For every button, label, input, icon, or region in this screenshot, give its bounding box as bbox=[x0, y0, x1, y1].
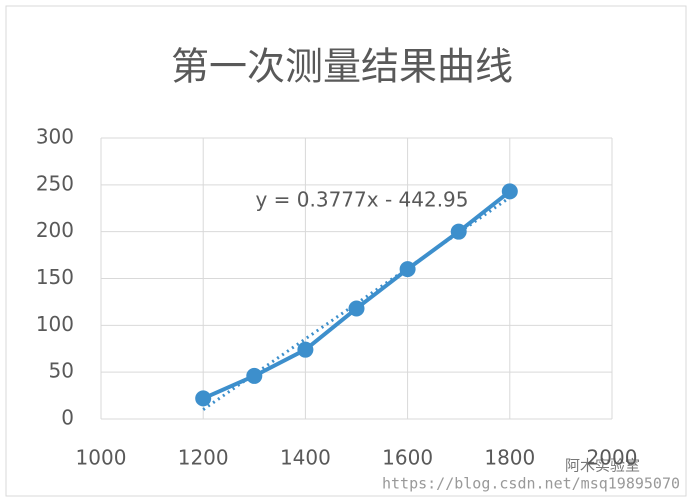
x-tick-label: 1400 bbox=[280, 446, 331, 470]
data-point bbox=[348, 300, 365, 317]
y-tick-label: 0 bbox=[61, 406, 74, 430]
chart-border bbox=[5, 5, 687, 497]
data-point bbox=[297, 341, 314, 358]
data-point bbox=[450, 223, 467, 240]
data-point bbox=[246, 367, 263, 384]
y-tick-label: 200 bbox=[36, 218, 74, 242]
x-tick-label: 1200 bbox=[178, 446, 229, 470]
data-point bbox=[501, 183, 518, 200]
y-tick-label: 250 bbox=[36, 171, 74, 195]
chart-title: 第一次测量结果曲线 bbox=[171, 45, 513, 89]
watermark-url: https://blog.csdn.net/msq19895070 bbox=[382, 475, 680, 493]
x-tick-label: 1600 bbox=[382, 446, 433, 470]
x-tick-label: 2000 bbox=[587, 446, 638, 470]
y-tick-label: 150 bbox=[36, 265, 74, 289]
y-tick-label: 50 bbox=[49, 359, 74, 383]
x-tick-label: 1000 bbox=[76, 446, 127, 470]
watermark-brand: 阿木实验室 bbox=[565, 457, 640, 475]
y-tick-label: 300 bbox=[36, 125, 74, 149]
data-point bbox=[399, 261, 416, 278]
data-point bbox=[195, 390, 212, 407]
trendline-equation: y = 0.3777x - 442.95 bbox=[255, 188, 468, 212]
x-tick-label: 1800 bbox=[484, 446, 535, 470]
y-tick-label: 100 bbox=[36, 312, 74, 336]
